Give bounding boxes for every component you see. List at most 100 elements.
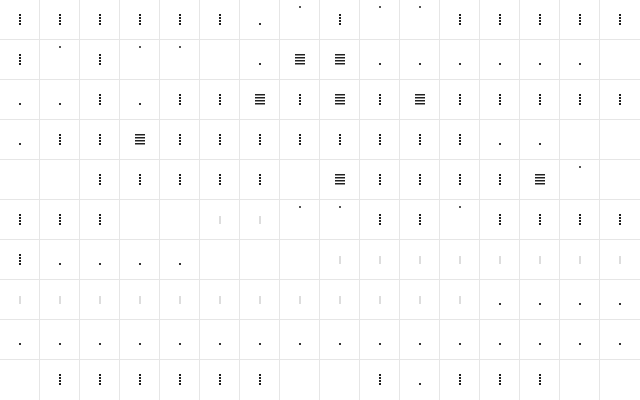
glyph-dot [379, 143, 381, 145]
glyph-bar [335, 103, 345, 105]
glyph-dot [499, 20, 501, 22]
glyph-bar [535, 180, 545, 182]
glyph-dot [539, 343, 541, 345]
glyph-dot [179, 137, 181, 139]
glyph-bar [135, 140, 145, 142]
glyph-dot [259, 183, 261, 185]
glyph-dot [99, 103, 101, 105]
glyph-dot [379, 174, 381, 176]
glyphs [19, 6, 621, 385]
glyph-dot [379, 383, 381, 385]
glyph-dot [499, 343, 501, 345]
glyph-dot [619, 217, 621, 219]
glyph-dot [539, 63, 541, 65]
glyph-dot [419, 183, 421, 185]
glyph-dot [499, 377, 501, 379]
glyph-dot [219, 143, 221, 145]
glyph-bar [255, 100, 265, 102]
glyph-stroke [579, 256, 581, 264]
glyph-stroke [459, 296, 461, 304]
glyph-dot [99, 383, 101, 385]
glyph-dot [219, 174, 221, 176]
glyph-dot [379, 140, 381, 142]
glyph-dot [499, 180, 501, 182]
glyph-dot [259, 134, 261, 136]
glyph-stroke [419, 256, 421, 264]
glyph-dot [539, 303, 541, 305]
glyph-dot [379, 223, 381, 225]
glyph-bar [335, 100, 345, 102]
glyph-dot [299, 103, 301, 105]
glyph-dot [179, 343, 181, 345]
glyph-dot [259, 23, 261, 25]
glyph-dot [179, 177, 181, 179]
glyph-dot [459, 206, 461, 208]
glyph-dot [539, 220, 541, 222]
glyph-dot [99, 23, 101, 25]
glyph-dot [259, 377, 261, 379]
glyph-dot [19, 57, 21, 59]
glyph-dot [99, 143, 101, 145]
glyph-dot [539, 14, 541, 16]
glyph-dot [419, 223, 421, 225]
glyph-dot [99, 94, 101, 96]
glyph-dot [219, 97, 221, 99]
glyph-dot [459, 177, 461, 179]
glyph-bar [335, 94, 345, 96]
glyph-dot [619, 14, 621, 16]
glyph-stroke [459, 256, 461, 264]
glyph-bar [295, 57, 305, 59]
glyph-dot [619, 223, 621, 225]
glyph-dot [19, 254, 21, 256]
glyph-bar [295, 63, 305, 65]
glyph-bar [135, 143, 145, 145]
glyph-dot [379, 63, 381, 65]
glyph-stroke [299, 296, 301, 304]
glyph-dot [459, 20, 461, 22]
glyph-dot [59, 137, 61, 139]
glyph-dot [219, 17, 221, 19]
glyph-dot [179, 100, 181, 102]
glyph-dot [459, 383, 461, 385]
glyph-dot [19, 223, 21, 225]
glyph-dot [579, 97, 581, 99]
glyph-dot [219, 177, 221, 179]
glyph-dot [99, 223, 101, 225]
glyph-dot [99, 137, 101, 139]
glyph-dot [179, 374, 181, 376]
glyph-dot [419, 134, 421, 136]
glyph-dot [379, 137, 381, 139]
glyph-dot [99, 54, 101, 56]
glyph-dot [179, 14, 181, 16]
glyph-dot [579, 20, 581, 22]
glyph-stroke [99, 296, 101, 304]
glyph-stroke [259, 296, 261, 304]
glyph-dot [59, 46, 61, 48]
glyph-dot [579, 303, 581, 305]
glyph-dot [619, 94, 621, 96]
glyph-dot [539, 380, 541, 382]
glyph-dot [139, 17, 141, 19]
glyph-dot [379, 217, 381, 219]
glyph-dot [219, 134, 221, 136]
glyph-dot [19, 343, 21, 345]
glyph-dot [259, 374, 261, 376]
glyph-dot [19, 54, 21, 56]
glyph-dot [19, 257, 21, 259]
glyph-dot [539, 20, 541, 22]
glyph-dot [299, 6, 301, 8]
glyph-dot [539, 383, 541, 385]
glyph-dot [499, 17, 501, 19]
glyph-dot [339, 20, 341, 22]
glyph-dot [99, 380, 101, 382]
glyph-dot [179, 140, 181, 142]
glyph-dot [499, 97, 501, 99]
glyph-dot [539, 223, 541, 225]
glyph-dot [179, 17, 181, 19]
glyph-dot [19, 220, 21, 222]
glyph-dot [179, 94, 181, 96]
glyph-dot [419, 140, 421, 142]
glyph-dot [379, 6, 381, 8]
